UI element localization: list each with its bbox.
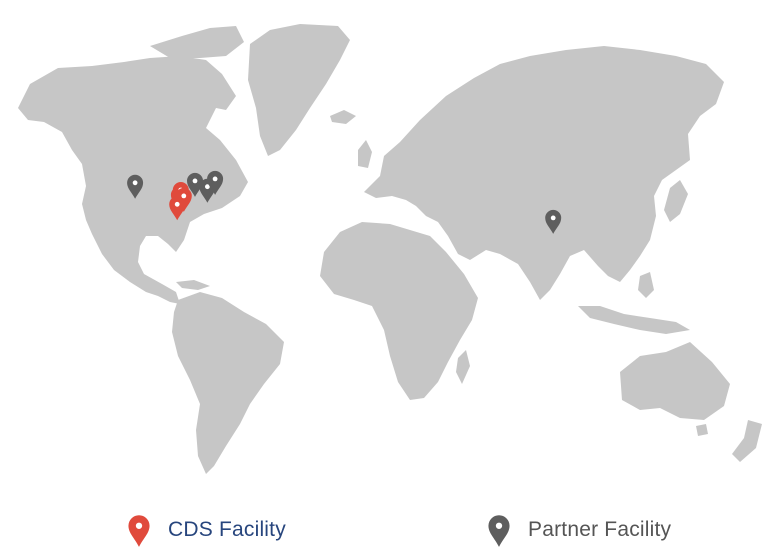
madagascar bbox=[456, 350, 470, 384]
australia bbox=[620, 342, 730, 420]
indonesia bbox=[578, 306, 690, 334]
eurasia bbox=[364, 46, 724, 300]
caribbean-islands bbox=[176, 280, 210, 290]
partner-facility-pin-4 bbox=[207, 170, 224, 195]
africa bbox=[320, 222, 478, 400]
iceland bbox=[330, 110, 356, 124]
landmasses bbox=[18, 24, 762, 474]
new-zealand bbox=[732, 420, 762, 462]
map-pin-icon bbox=[128, 515, 150, 547]
cds-facility-markers bbox=[169, 182, 192, 221]
tasmania bbox=[696, 424, 708, 436]
philippines bbox=[638, 272, 654, 298]
partner-facility-pin-2 bbox=[187, 172, 203, 197]
british-isles bbox=[358, 140, 372, 168]
partner-facility-pin-1 bbox=[127, 174, 144, 199]
legend-cds-facility: CDS Facility bbox=[126, 508, 286, 552]
partner-facility-pin-5 bbox=[545, 209, 562, 234]
map-pin-icon bbox=[488, 515, 510, 547]
legend-partner-facility: Partner Facility bbox=[486, 508, 671, 552]
arctic-islands bbox=[150, 26, 244, 58]
south-america bbox=[172, 292, 284, 474]
greenland bbox=[248, 24, 350, 156]
world-map bbox=[18, 24, 762, 474]
legend-cds-label: CDS Facility bbox=[168, 518, 286, 541]
japan bbox=[664, 180, 688, 222]
legend-partner-label: Partner Facility bbox=[528, 518, 672, 541]
cds-facility-pin-4 bbox=[169, 196, 186, 221]
partner-facility-markers bbox=[127, 170, 562, 234]
